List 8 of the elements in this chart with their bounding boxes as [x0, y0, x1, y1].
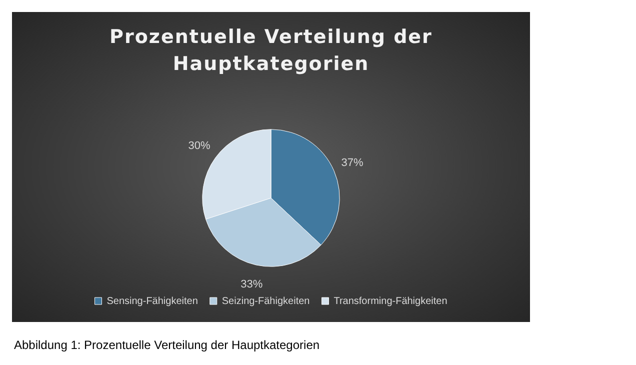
text: Abbildung 1: Prozentuelle Verteilung der Hauptkategorien: [14, 338, 320, 352]
legend-label: Sensing-Fähigkeiten: [106, 296, 198, 307]
data-label: 37%: [341, 156, 364, 169]
legend-label: Seizing-Fähigkeiten: [222, 296, 310, 307]
legend-label: Transforming-Fähigkeiten: [334, 296, 448, 307]
chart-title: Prozentuelle Verteilung der Hauptkategorien: [108, 25, 434, 77]
data-label: 30%: [188, 140, 211, 152]
data-label: 33%: [240, 278, 263, 290]
